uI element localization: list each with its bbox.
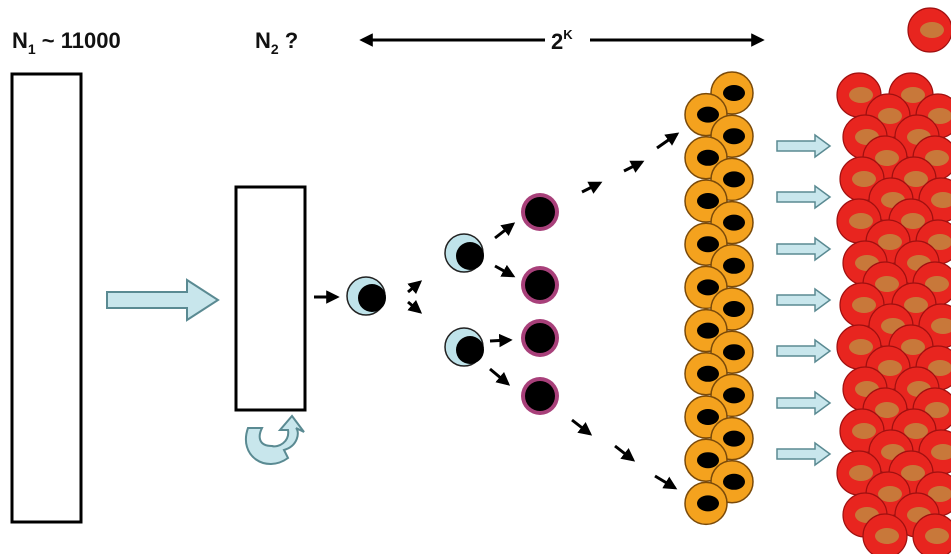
arrow-to-progenitor-2 [494,264,516,278]
progenitor-cell [521,266,559,304]
flow-arrow-icon [776,133,832,159]
n2-label: N2 ? [255,28,298,57]
daughter-cell-upper [444,233,484,273]
flow-arrow-icon [776,236,832,262]
dashed-arrow-lower [571,418,678,490]
split-arrow-down [407,299,423,314]
dashed-arrow-upper [581,132,680,194]
split-arrow-up [407,280,423,295]
curved-loop-arrow-icon [245,414,305,465]
daughter-cell-lower [444,327,484,367]
red-cell-cluster [836,7,951,554]
arrow-to-progenitor-1 [494,222,516,240]
red-cell [912,513,951,554]
arrow-to-progenitor-4 [489,367,511,386]
orange-cell [684,481,728,526]
progenitor-cell [521,319,559,357]
flow-arrow-icon [776,441,832,467]
arrow-to-progenitor-3 [489,333,513,348]
span-label: 2K [551,27,573,54]
flow-arrow-icon [776,338,832,364]
stem-cell [346,276,386,316]
flow-arrow-icon [776,287,832,313]
n1-label: N1 ~ 11000 [12,28,121,57]
red-cell [907,7,951,53]
n2-compartment-box [234,185,307,412]
flow-arrow-icon [776,390,832,416]
flow-arrow-icon [776,184,832,210]
progenitor-cell [521,377,559,415]
red-cell [862,513,908,554]
orange-cell-column [684,71,754,526]
block-arrow-icon [106,278,220,322]
progenitor-cell [521,193,559,231]
n1-compartment-box [10,72,83,524]
flow-arrow-column [776,133,832,467]
